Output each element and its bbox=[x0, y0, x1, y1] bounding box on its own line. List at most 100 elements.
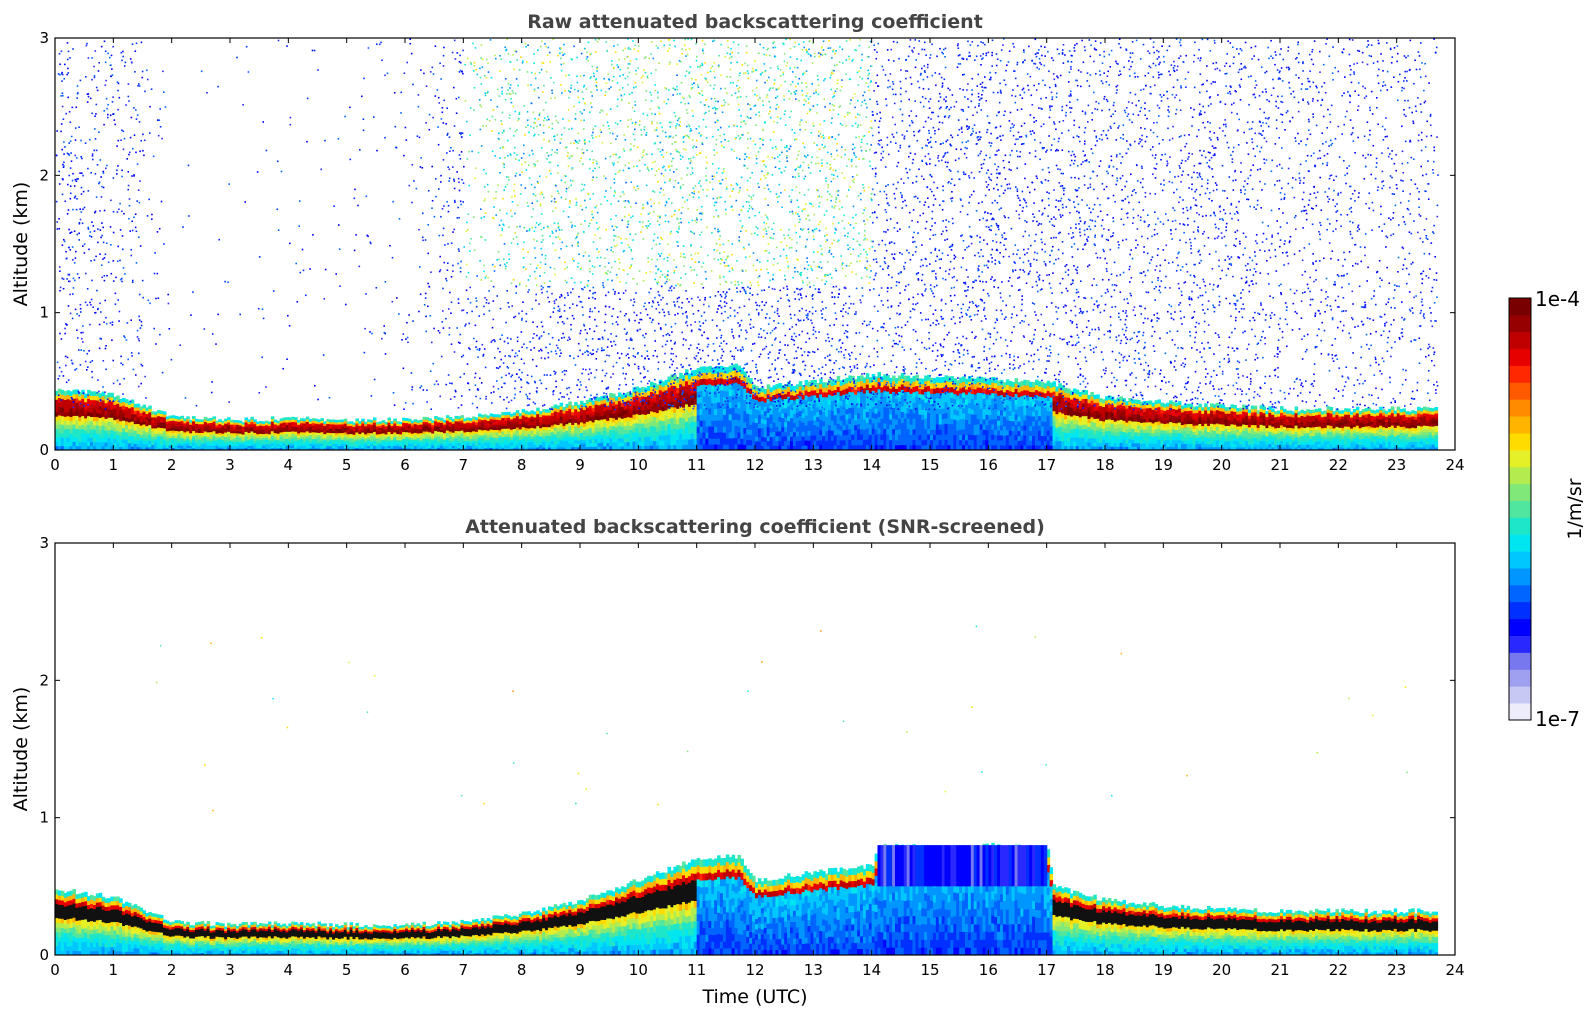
backscatter-cell bbox=[60, 394, 65, 399]
backscatter-cell bbox=[690, 444, 695, 450]
backscatter-cell bbox=[442, 428, 447, 432]
backscatter-cell bbox=[122, 416, 126, 421]
backscatter-cell bbox=[483, 432, 488, 436]
backscatter-cell bbox=[644, 396, 648, 402]
backscatter-cell bbox=[486, 447, 491, 450]
backscatter-cell bbox=[399, 421, 403, 425]
backscatter-cell bbox=[346, 435, 351, 439]
backscatter-cell bbox=[259, 427, 263, 430]
backscatter-cell bbox=[84, 417, 88, 423]
backscatter-cell bbox=[673, 385, 677, 392]
backscatter-cell bbox=[384, 445, 389, 449]
backscatter-cell bbox=[556, 443, 561, 448]
backscatter-cell bbox=[127, 425, 132, 430]
backscatter-cell bbox=[308, 441, 313, 444]
backscatter-cell bbox=[396, 443, 400, 447]
backscatter-cell bbox=[463, 436, 467, 440]
backscatter-cell bbox=[145, 431, 149, 436]
backscatter-cell bbox=[717, 378, 721, 385]
backscatter-cell bbox=[644, 418, 648, 424]
backscatter-cell bbox=[679, 411, 683, 418]
backscatter-cell bbox=[241, 428, 246, 431]
backscatter-cell bbox=[127, 428, 132, 433]
backscatter-cell bbox=[585, 435, 590, 440]
backscatter-cell bbox=[267, 441, 272, 445]
backscatter-cell bbox=[349, 441, 354, 445]
backscatter-cell bbox=[375, 448, 380, 450]
backscatter-cell bbox=[510, 442, 514, 446]
backscatter-cell bbox=[422, 445, 427, 449]
backscatter-cell bbox=[679, 427, 683, 434]
backscatter-cell bbox=[291, 426, 295, 430]
backscatter-cell bbox=[171, 417, 176, 421]
backscatter-cell bbox=[139, 406, 144, 411]
backscatter-cell bbox=[378, 435, 383, 439]
backscatter-cell bbox=[343, 418, 348, 422]
backscatter-cell bbox=[92, 441, 97, 447]
backscatter-cell bbox=[291, 433, 295, 437]
backscatter-cell bbox=[600, 434, 604, 439]
backscatter-cell bbox=[399, 443, 403, 447]
backscatter-cell bbox=[638, 436, 642, 442]
backscatter-cell bbox=[195, 445, 199, 449]
backscatter-cell bbox=[562, 443, 567, 448]
backscatter-cell bbox=[180, 445, 184, 449]
backscatter-cell bbox=[714, 426, 718, 433]
backscatter-cell bbox=[582, 446, 587, 450]
backscatter-cell bbox=[200, 441, 205, 444]
backscatter-cell bbox=[524, 433, 529, 437]
backscatter-cell bbox=[183, 431, 187, 435]
backscatter-cell bbox=[378, 437, 383, 441]
backscatter-cell bbox=[107, 421, 112, 426]
backscatter-cell bbox=[323, 447, 327, 450]
backscatter-cell bbox=[442, 443, 447, 447]
backscatter-cell bbox=[378, 425, 383, 428]
backscatter-cell bbox=[717, 372, 721, 379]
backscatter-cell bbox=[612, 409, 616, 415]
backscatter-cell bbox=[466, 431, 470, 435]
backscatter-cell bbox=[241, 426, 246, 429]
backscatter-cell bbox=[317, 428, 322, 431]
backscatter-cell bbox=[422, 440, 427, 444]
backscatter-cell bbox=[597, 438, 602, 443]
backscatter-cell bbox=[580, 418, 584, 423]
backscatter-cell bbox=[206, 443, 211, 446]
backscatter-cell bbox=[550, 421, 555, 426]
backscatter-cell bbox=[527, 447, 532, 450]
backscatter-cell bbox=[232, 437, 237, 440]
backscatter-cell bbox=[620, 430, 625, 435]
backscatter-cell bbox=[524, 416, 529, 420]
backscatter-cell bbox=[244, 440, 249, 444]
backscatter-cell bbox=[291, 440, 295, 444]
backscatter-cell bbox=[530, 416, 534, 420]
backscatter-cell bbox=[72, 411, 77, 416]
backscatter-cell bbox=[652, 397, 657, 403]
backscatter-cell bbox=[434, 445, 438, 449]
backscatter-cell bbox=[725, 444, 730, 450]
backscatter-cell bbox=[568, 401, 572, 406]
backscatter-cell bbox=[687, 428, 692, 435]
backscatter-cell bbox=[285, 442, 289, 446]
backscatter-cell bbox=[230, 437, 234, 440]
backscatter-cell bbox=[200, 425, 205, 429]
backscatter-cell bbox=[349, 439, 354, 443]
backscatter-cell bbox=[180, 425, 184, 429]
backscatter-cell bbox=[521, 444, 526, 448]
backscatter-cell bbox=[486, 427, 491, 431]
backscatter-cell bbox=[475, 421, 479, 425]
backscatter-cell bbox=[486, 435, 491, 439]
backscatter-cell bbox=[387, 440, 392, 444]
backscatter-cell bbox=[498, 424, 502, 428]
backscatter-cell bbox=[203, 435, 208, 439]
backscatter-cell bbox=[186, 437, 190, 441]
backscatter-cell bbox=[641, 395, 645, 401]
backscatter-cell bbox=[451, 441, 456, 444]
backscatter-cell bbox=[399, 431, 403, 435]
backscatter-cell bbox=[422, 435, 427, 439]
backscatter-cell bbox=[326, 425, 330, 429]
backscatter-cell bbox=[390, 447, 394, 450]
backscatter-cell bbox=[562, 431, 567, 436]
backscatter-cell bbox=[431, 439, 435, 443]
backscatter-cell bbox=[84, 441, 88, 447]
backscatter-cell bbox=[78, 404, 82, 409]
